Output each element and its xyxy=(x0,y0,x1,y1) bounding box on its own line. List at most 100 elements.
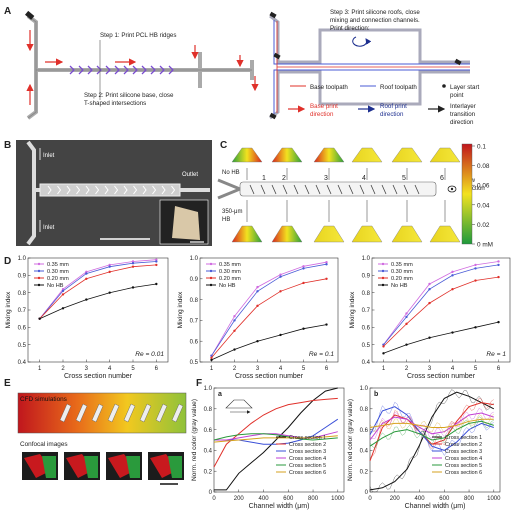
x-tick-label: 2 xyxy=(405,366,409,372)
legend-marker xyxy=(209,276,213,280)
y-tick-label: 0.2 xyxy=(204,469,213,475)
series-line xyxy=(211,278,327,359)
y-axis-label: Mixing index xyxy=(349,291,356,328)
data-point xyxy=(497,263,500,267)
reynolds-annotation: Re = 0.01 xyxy=(135,351,164,358)
x-tick-label: 800 xyxy=(308,496,319,502)
series-line xyxy=(213,435,338,443)
legend-label: Cross section 1 xyxy=(289,435,326,441)
schematic-ridge xyxy=(370,184,376,195)
y-tick-label: 0 xyxy=(365,490,369,496)
hb-ridge xyxy=(78,65,84,75)
legend-label: No HB xyxy=(219,283,236,289)
data-point xyxy=(474,263,477,267)
layer-start-point xyxy=(25,10,35,20)
sem-ridge xyxy=(76,185,81,195)
schematic-ridge xyxy=(315,184,321,195)
intensity-chart-b: 0 0.2 0.4 0.6 0.8 1.0 0 200 400 600 800 1000 Channel… xyxy=(347,386,501,510)
data-point xyxy=(155,260,158,263)
x-tick-label: 1 xyxy=(210,366,214,372)
y-tick-label: 0.7 xyxy=(190,319,199,325)
series-line xyxy=(369,412,494,441)
sem-ridge xyxy=(47,185,52,195)
data-point xyxy=(302,265,305,268)
x-tick-label: 0 xyxy=(368,496,372,502)
legend-marker xyxy=(209,283,213,287)
step1-label: Step 1: Print PCL HB ridges xyxy=(100,32,176,39)
data-point xyxy=(233,315,236,318)
device-photo-object xyxy=(172,206,200,240)
data-point xyxy=(325,277,328,280)
data-point xyxy=(451,288,454,291)
data-point xyxy=(302,267,305,270)
data-point xyxy=(85,277,88,280)
series-line xyxy=(211,261,327,357)
colorbar-tick-label: 0.08 xyxy=(477,163,490,170)
legend-marker xyxy=(37,283,41,287)
y-axis-label: Norm. red color (gray value) xyxy=(191,399,198,481)
panel-e: E CFD simulations Confocal images xyxy=(4,378,187,485)
roof-toolpath xyxy=(273,20,470,114)
data-point xyxy=(256,340,259,343)
layer-start-point xyxy=(269,112,277,120)
legend-label: Cross section 2 xyxy=(289,442,326,448)
data-point xyxy=(497,260,500,263)
legend-label: Cross section 4 xyxy=(445,456,482,462)
top-tile xyxy=(271,147,303,163)
series-noise xyxy=(369,408,494,439)
data-point xyxy=(108,270,111,274)
data-point xyxy=(210,356,213,360)
data-point xyxy=(131,286,135,289)
data-point xyxy=(279,333,282,337)
data-point xyxy=(302,327,305,330)
data-point xyxy=(155,282,158,286)
series-line xyxy=(39,259,157,319)
panel-f: F 0 0.2 0.4 0.6 0.8 1.0 0 200 400 600 800 1000 Chann… xyxy=(191,378,501,510)
schematic-ridge xyxy=(337,184,343,195)
top-tile xyxy=(391,147,423,163)
plot-frame xyxy=(199,257,339,363)
legend-marker xyxy=(37,262,41,266)
data-point xyxy=(85,272,88,275)
data-point xyxy=(256,290,259,293)
cfd-chevron xyxy=(75,403,88,423)
series-noise xyxy=(369,413,494,433)
x-tick-label: 6 xyxy=(155,366,159,372)
schematic-ridge xyxy=(304,184,310,195)
sem-channel-inlets xyxy=(26,140,40,246)
data-point xyxy=(85,270,88,274)
x-axis-label: Channel width (μm) xyxy=(405,503,466,510)
confocal-green xyxy=(84,456,98,478)
panel-a: A Step 1: Print PCL HB ridges Step 2: Pr… xyxy=(4,6,480,126)
x-tick-label: 1000 xyxy=(331,496,345,502)
legend-marker xyxy=(209,269,213,273)
hb-ridge xyxy=(159,65,165,75)
legend-layer-start-l2: point xyxy=(450,92,464,99)
sem-ridge xyxy=(85,185,90,195)
legend-label: Cross section 1 xyxy=(445,435,482,441)
data-point xyxy=(61,293,65,296)
data-point xyxy=(233,348,236,351)
colorbar-tick-label: 0.04 xyxy=(477,202,490,209)
device-step3: Step 3: Print silicone roofs, close mixi… xyxy=(269,9,480,126)
data-point xyxy=(108,263,111,267)
section-label: 3 xyxy=(324,175,328,182)
data-point xyxy=(405,315,408,319)
data-point xyxy=(325,263,328,266)
data-point xyxy=(474,326,477,329)
legend-marker xyxy=(381,283,385,287)
data-point xyxy=(233,329,236,332)
sem-ridge xyxy=(66,185,71,195)
y-tick-label: 1.0 xyxy=(362,256,371,262)
x-axis-label: Cross section number xyxy=(407,373,476,380)
legend-label: 0.35 mm xyxy=(219,262,241,268)
bottom-tile xyxy=(351,225,383,243)
subpanel-label-a: a xyxy=(218,391,222,398)
data-point xyxy=(382,352,385,355)
y-tick-label: 0.4 xyxy=(362,360,371,366)
reynolds-annotation: Re = 1 xyxy=(486,351,506,358)
y-tick-label: 0.6 xyxy=(190,339,199,345)
layer-start-point xyxy=(273,52,281,60)
data-point xyxy=(61,288,65,291)
schematic-inlet xyxy=(217,178,241,191)
